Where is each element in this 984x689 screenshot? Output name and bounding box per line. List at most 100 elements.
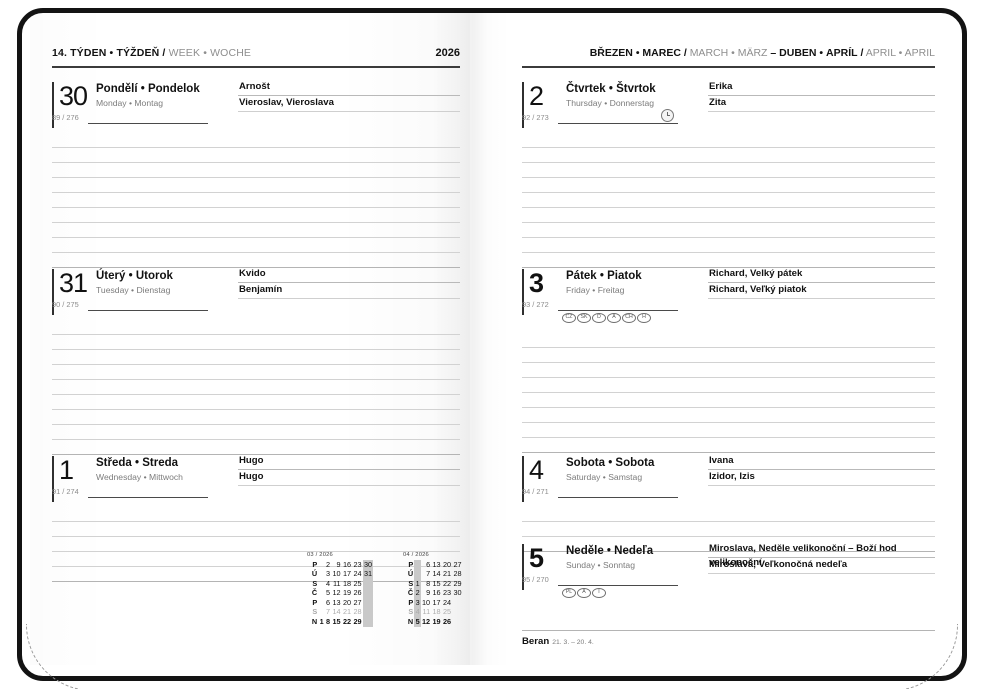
writing-line[interactable] xyxy=(52,439,460,440)
mini-calendar-day[interactable]: 23 xyxy=(443,588,452,598)
mini-calendar-day[interactable]: 5 xyxy=(414,617,421,627)
mini-calendar-day[interactable]: 9 xyxy=(336,559,341,569)
mini-calendar-day[interactable]: 16 xyxy=(432,588,441,598)
writing-lines-3[interactable] xyxy=(522,333,935,453)
mini-calendar-day[interactable]: 11 xyxy=(332,578,341,588)
mini-calendar-day[interactable]: 27 xyxy=(453,559,462,569)
mini-calendar-day[interactable]: 30 xyxy=(453,588,462,598)
mini-calendar-day[interactable]: 30 xyxy=(362,559,374,570)
mini-calendar-day[interactable] xyxy=(362,588,374,598)
mini-calendar-day[interactable]: 12 xyxy=(332,588,341,598)
mini-calendar-day[interactable] xyxy=(362,617,374,627)
mini-calendar-day[interactable]: 2 xyxy=(326,559,331,569)
mini-calendar-day[interactable]: 10 xyxy=(422,597,431,607)
writing-line[interactable] xyxy=(52,409,460,410)
mini-calendar-day[interactable]: 23 xyxy=(353,559,362,569)
writing-line[interactable] xyxy=(52,349,460,350)
mini-calendar-day[interactable]: 15 xyxy=(332,617,341,627)
mini-calendar-day[interactable]: 20 xyxy=(342,597,352,607)
writing-line[interactable] xyxy=(52,177,460,178)
mini-calendar-day[interactable]: 29 xyxy=(453,578,462,588)
mini-calendar-day[interactable]: 6 xyxy=(426,559,431,569)
writing-line[interactable] xyxy=(52,551,460,552)
mini-calendar-table[interactable]: P 6 13 20 27 Ú 7 14 21 28 S 1 8 15 22 29 Č 2 9 16 23 30 P 3 10 17… xyxy=(403,559,463,627)
writing-lines-31[interactable] xyxy=(52,320,460,455)
writing-lines-30[interactable] xyxy=(52,133,460,268)
writing-lines-2[interactable] xyxy=(522,133,935,268)
mini-calendar-day[interactable]: 18 xyxy=(432,607,441,617)
mini-calendar-day[interactable]: 12 xyxy=(422,617,431,627)
mini-calendar-day[interactable]: 13 xyxy=(332,597,341,607)
mini-calendar-day[interactable] xyxy=(414,559,421,570)
mini-calendar-day[interactable]: 21 xyxy=(443,569,452,579)
mini-calendar-day[interactable]: 1 xyxy=(319,617,324,627)
writing-line[interactable] xyxy=(52,521,460,522)
writing-line[interactable] xyxy=(522,362,935,363)
mini-calendar-day[interactable] xyxy=(452,607,463,617)
mini-calendar-day[interactable]: 3 xyxy=(414,597,421,608)
mini-calendar-day[interactable] xyxy=(452,598,463,608)
mini-calendar-day[interactable]: 15 xyxy=(432,578,441,588)
mini-calendar-day[interactable]: 5 xyxy=(326,588,331,598)
writing-line[interactable] xyxy=(522,437,935,438)
writing-line[interactable] xyxy=(52,222,460,223)
writing-line[interactable] xyxy=(52,207,460,208)
mini-calendar-day[interactable]: 29 xyxy=(353,617,362,627)
writing-line[interactable] xyxy=(52,252,460,253)
mini-calendar-day[interactable]: 2 xyxy=(414,588,421,598)
mini-calendar-day[interactable]: 24 xyxy=(353,569,362,579)
writing-line[interactable] xyxy=(52,424,460,425)
mini-calendar-day[interactable]: 10 xyxy=(332,569,341,579)
writing-line[interactable] xyxy=(52,566,460,567)
writing-line[interactable] xyxy=(522,377,935,378)
mini-calendar-table[interactable]: P 2 9 16 23 30 Ú 3 10 17 24 31 S 4 11 18 25 Č 5 12 19 26 P 6 13 2… xyxy=(307,559,374,627)
writing-line[interactable] xyxy=(522,207,935,208)
writing-line[interactable] xyxy=(522,237,935,238)
writing-line[interactable] xyxy=(52,394,460,395)
mini-calendar-day[interactable] xyxy=(414,569,421,579)
mini-calendar-day[interactable]: 25 xyxy=(443,607,452,617)
writing-line[interactable] xyxy=(52,162,460,163)
mini-calendar-day[interactable]: 8 xyxy=(326,617,331,627)
writing-line[interactable] xyxy=(522,177,935,178)
mini-calendar-day[interactable]: 9 xyxy=(426,588,431,598)
mini-calendar-day[interactable]: 26 xyxy=(353,588,362,598)
writing-line[interactable] xyxy=(522,392,935,393)
writing-line[interactable] xyxy=(522,422,935,423)
mini-calendar-day[interactable]: 19 xyxy=(342,588,352,598)
mini-calendar-day[interactable]: 16 xyxy=(342,559,352,569)
writing-lines-1[interactable] xyxy=(52,507,460,582)
mini-calendar-day[interactable]: 24 xyxy=(443,597,452,607)
writing-line[interactable] xyxy=(522,407,935,408)
writing-line[interactable] xyxy=(52,334,460,335)
mini-calendar-day[interactable]: 19 xyxy=(432,617,441,627)
mini-calendar-day[interactable]: 7 xyxy=(326,607,331,617)
mini-calendar-day[interactable]: 31 xyxy=(362,569,374,579)
mini-calendar-day[interactable]: 22 xyxy=(443,578,452,588)
writing-line[interactable] xyxy=(522,347,935,348)
writing-line[interactable] xyxy=(522,192,935,193)
writing-line[interactable] xyxy=(522,536,935,537)
writing-line[interactable] xyxy=(52,536,460,537)
mini-calendar-day[interactable]: 28 xyxy=(453,569,462,579)
writing-line[interactable] xyxy=(52,379,460,380)
mini-calendar-day[interactable]: 11 xyxy=(422,607,431,617)
mini-calendar-day[interactable]: 1 xyxy=(414,578,421,589)
mini-calendar-day[interactable]: 17 xyxy=(432,597,441,607)
mini-calendar-day[interactable]: 14 xyxy=(432,569,441,579)
mini-calendar-day[interactable]: 22 xyxy=(342,617,352,627)
mini-calendar-day[interactable]: 17 xyxy=(342,569,352,579)
writing-line[interactable] xyxy=(52,192,460,193)
mini-calendar-day[interactable]: 18 xyxy=(342,578,352,588)
mini-calendar-day[interactable]: 20 xyxy=(443,559,452,569)
writing-line[interactable] xyxy=(52,237,460,238)
writing-line[interactable] xyxy=(52,364,460,365)
mini-calendar-day[interactable]: 26 xyxy=(443,617,452,627)
mini-calendar-day[interactable]: 7 xyxy=(426,569,431,579)
mini-calendar-day[interactable]: 25 xyxy=(353,578,362,588)
writing-line[interactable] xyxy=(522,162,935,163)
mini-calendar-day[interactable]: 21 xyxy=(342,607,352,617)
mini-calendar-day[interactable]: 3 xyxy=(326,569,331,579)
writing-line[interactable] xyxy=(522,252,935,253)
writing-line[interactable] xyxy=(522,222,935,223)
